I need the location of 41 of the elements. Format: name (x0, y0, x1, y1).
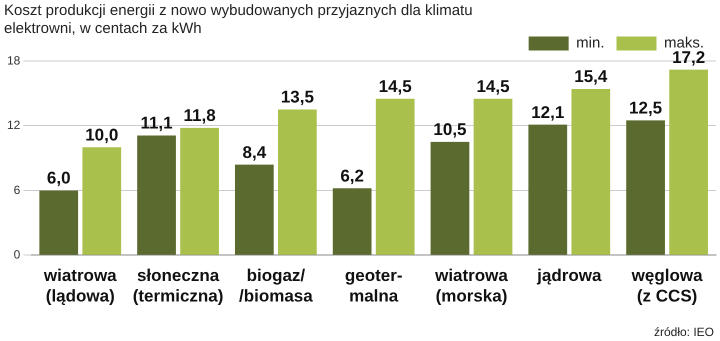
bar (234, 164, 274, 255)
bar (669, 70, 708, 255)
data-label: 13,5 (280, 88, 314, 107)
bar (39, 190, 78, 255)
data-label: 14,5 (476, 76, 510, 96)
data-label: 11,1 (140, 114, 173, 133)
y-tick-label: 12 (6, 118, 21, 132)
y-tick-label: 0 (14, 248, 21, 262)
bar (376, 98, 415, 255)
x-tick-label: geoter- malna (344, 266, 402, 306)
legend-label: min. (576, 34, 604, 52)
y-tick-label: 6 (14, 182, 21, 197)
x-tick-label: węglowa (z CCS) (630, 266, 704, 306)
x-tick-label: słoneczna (termiczna) (132, 266, 224, 306)
bar (430, 142, 470, 255)
data-label: 6,0 (46, 168, 71, 188)
bar (626, 120, 665, 255)
data-label: 10,5 (433, 120, 467, 140)
data-label: 6,2 (340, 166, 364, 186)
bar (137, 135, 176, 255)
bar (82, 147, 122, 255)
bar (528, 124, 568, 255)
bar (180, 128, 219, 255)
x-tick-label: wiatrowa (morska) (434, 266, 508, 306)
x-tick-label: wiatrowa (lądowa) (42, 266, 118, 306)
bar (332, 188, 372, 255)
data-label: 12,1 (531, 102, 564, 122)
bar (474, 98, 512, 255)
text: źródło: IEO (654, 325, 714, 339)
data-label: 12,5 (629, 98, 662, 118)
data-label: 14,5 (378, 76, 412, 96)
data-label: 10,0 (85, 126, 118, 144)
bar (278, 110, 317, 255)
x-tick-label: jądrowa (536, 266, 602, 286)
y-tick-label: 18 (6, 53, 21, 68)
bar (571, 89, 610, 255)
data-label: 15,4 (574, 67, 608, 86)
data-label: 8,4 (242, 142, 267, 162)
x-tick-label: biogaz/ /biomasa (239, 266, 314, 306)
chart-title: Koszt produkcji energii z nowo wybudowanych przyjaznych dla klimatu elektrowni, w centach za kWh (4, 2, 474, 38)
data-label: 11,8 (184, 106, 216, 126)
